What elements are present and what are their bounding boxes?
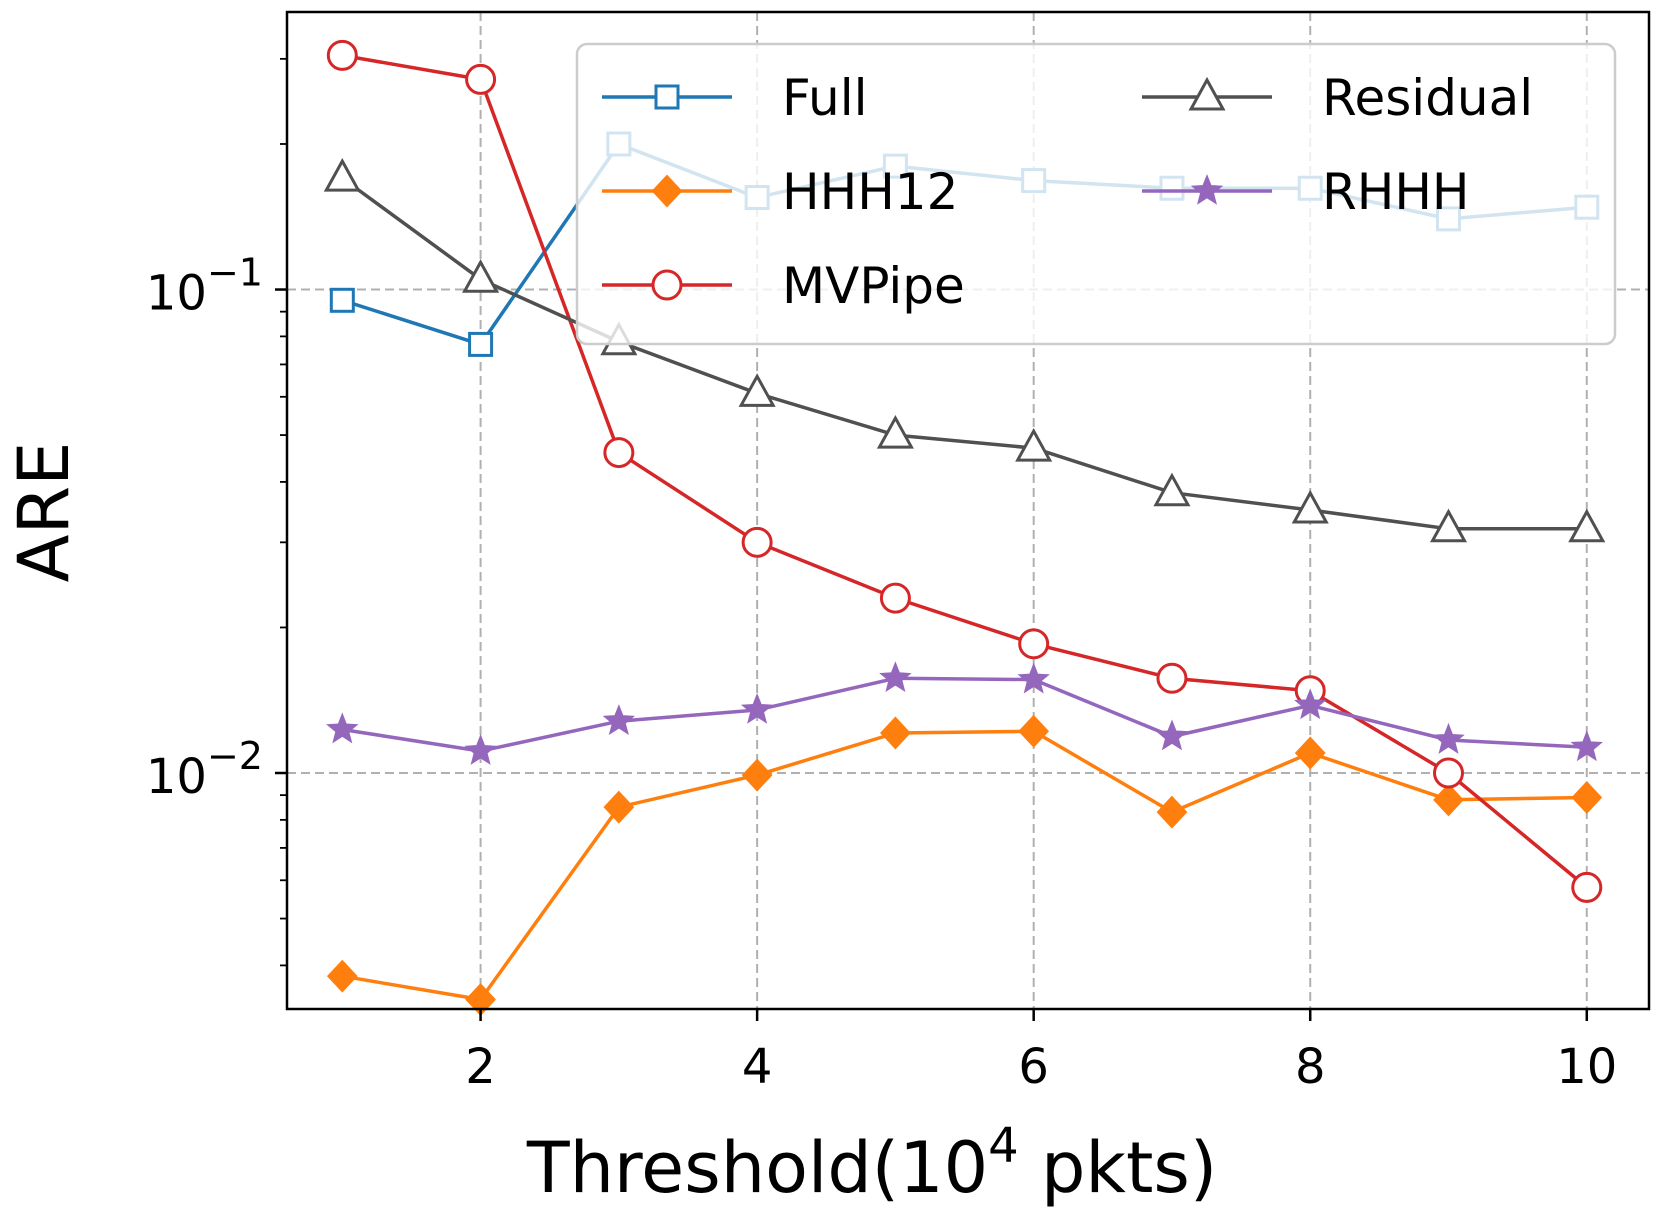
y-tick-label: 10−2: [146, 734, 263, 805]
legend-entry-rhhh: RHHH: [1142, 163, 1470, 221]
data-point: [468, 331, 494, 357]
data-point: [1571, 781, 1603, 814]
data-point: [465, 63, 497, 95]
x-axis-title-sup: 4: [988, 1118, 1019, 1174]
data-point: [1433, 757, 1465, 789]
legend-label: Full: [782, 69, 868, 127]
x-tick-label: 2: [465, 1039, 496, 1095]
data-point: [326, 959, 358, 993]
series-hhh12: [326, 714, 1603, 1016]
data-point: [1571, 871, 1603, 903]
x-tick-label: 6: [1018, 1039, 1049, 1095]
data-point: [1017, 662, 1050, 694]
data-point: [1433, 783, 1464, 817]
data-point: [1156, 662, 1188, 694]
series-line: [341, 176, 1587, 531]
plot-frame: [285, 10, 1651, 1011]
data-point: [603, 437, 635, 469]
data-point: [880, 716, 911, 750]
data-point: [741, 526, 773, 558]
data-point: [1432, 722, 1465, 754]
data-point: [741, 758, 773, 792]
ticks: 2 4 6 8 10 10−1 10−2: [146, 57, 1617, 1095]
data-point: [326, 39, 358, 71]
legend-entry-mvpipe: MVPipe: [602, 257, 965, 315]
data-point: [740, 692, 774, 724]
y-axis-title: ARE: [3, 442, 85, 583]
data-point: [462, 259, 500, 293]
legend-entry-hhh12: HHH12: [602, 163, 958, 221]
data-point: [1570, 730, 1603, 762]
data-point: [1018, 714, 1050, 748]
legend-swatch-marker: [1190, 173, 1224, 205]
data-point: [879, 661, 912, 693]
x-axis-title: Threshold(104 pkts): [526, 1118, 1217, 1209]
data-point: [603, 790, 635, 824]
data-point: [1568, 508, 1606, 543]
data-point: [1291, 489, 1329, 524]
y-tick-label: 10−1: [146, 251, 263, 322]
x-tick-label: 8: [1295, 1039, 1326, 1095]
legend-swatch-marker: [654, 84, 680, 110]
series-line: [342, 53, 1588, 889]
data-point: [1294, 688, 1327, 720]
data-point: [876, 414, 914, 449]
series-residual: [323, 158, 1606, 543]
legend-label: RHHH: [1322, 163, 1470, 221]
legend-swatch-marker: [651, 174, 683, 208]
data-point: [1156, 795, 1188, 829]
series-mvpipe: [326, 39, 1603, 903]
data-point: [1015, 427, 1053, 462]
data-point: [1018, 628, 1050, 660]
data-point: [602, 704, 636, 735]
legend-swatch-marker: [1188, 76, 1226, 111]
x-tick-label: 4: [742, 1039, 773, 1095]
legend-swatch-marker: [651, 269, 683, 301]
data-point: [1294, 736, 1326, 770]
x-tick-label: 10: [1556, 1039, 1617, 1095]
legend: Full HHH12 MVPipe Residual RHHH: [575, 42, 1617, 346]
data-point: [1153, 472, 1191, 507]
legend-label: MVPipe: [782, 257, 965, 315]
legend-label: Residual: [1322, 69, 1533, 127]
data-point: [1155, 719, 1189, 751]
data-point: [323, 158, 361, 192]
x-axis-title-main: Threshold(10: [526, 1127, 988, 1209]
data-point: [879, 582, 911, 614]
x-axis-title-tail: pkts): [1019, 1127, 1217, 1209]
data-point: [464, 734, 497, 765]
data-point: [738, 373, 776, 407]
data-point: [1429, 508, 1468, 543]
data-point: [329, 287, 355, 313]
series-line: [342, 676, 1587, 753]
data-point: [326, 712, 359, 744]
series-rhhh: [326, 661, 1603, 765]
legend-entry-residual: Residual: [1142, 69, 1533, 127]
legend-label: HHH12: [782, 163, 958, 221]
series-line: [342, 729, 1587, 1002]
legend-box: [575, 42, 1617, 346]
legend-entry-full: Full: [602, 69, 868, 127]
